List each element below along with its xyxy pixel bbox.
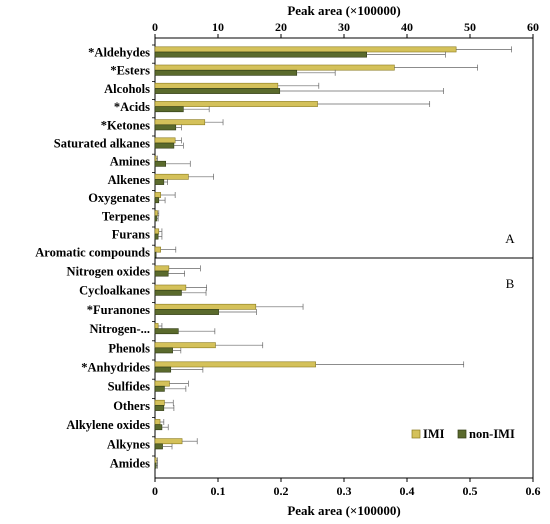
non-imi-bar-anhydrides <box>154 366 172 373</box>
legend-swatch-non-imi <box>457 429 467 439</box>
non-imi-bar-furanones <box>154 309 219 315</box>
category-label-cycloalkanes: Cycloalkanes <box>79 284 150 298</box>
x-axis-title: Peak area (×100000) <box>287 3 400 18</box>
category-label-aldehydes: *Aldehydes <box>88 46 150 60</box>
imi-bar-oxygenates <box>154 192 161 198</box>
imi-bar-aldehydes <box>154 46 457 53</box>
non-imi-bar-terpenes <box>154 215 158 222</box>
x-tick-label: 0 <box>152 20 158 34</box>
imi-bar-acids <box>154 101 318 107</box>
category-label-anhydrides: *Anhydrides <box>81 361 150 375</box>
legend: IMI non-IMI <box>411 427 515 441</box>
panel-a: 0 10 20 30 40 50 60 Peak area (×100000) A *Aldehy… <box>35 3 539 260</box>
non-imi-bar-aldehydes <box>154 51 367 58</box>
x-tick-label: 0.3 <box>337 484 352 498</box>
imi-bar-amines <box>154 155 157 162</box>
non-imi-bar-alcohols <box>154 88 281 94</box>
x-tick-label: 20 <box>275 20 287 34</box>
imi-bar-furanones <box>154 303 257 310</box>
x-tick-label: 0.1 <box>211 484 226 498</box>
category-label-nitrogen: Nitrogen-... <box>89 322 150 336</box>
x-tick-label: 0 <box>152 484 158 498</box>
x-tick-label: 60 <box>527 20 539 34</box>
category-label-phenols: Phenols <box>108 341 150 355</box>
non-imi-bar-alkylene-oxides <box>154 424 163 431</box>
category-label-oxygenates: Oxygenates <box>88 191 150 205</box>
imi-bar-alkylene-oxides <box>154 419 161 425</box>
non-imi-bar-others <box>154 405 165 411</box>
category-label-saturated-alkanes: Saturated alkanes <box>54 137 150 151</box>
category-label-alkenes: Alkenes <box>108 173 151 187</box>
imi-bar-aromatic-compounds <box>154 246 161 253</box>
non-imi-bar-esters <box>154 69 298 76</box>
x-tick-label: 50 <box>464 20 476 34</box>
non-imi-bar-amides <box>154 462 157 469</box>
imi-bar-amides <box>154 457 157 464</box>
imi-bar-terpenes <box>154 210 158 217</box>
category-label-amides: Amides <box>110 457 150 471</box>
non-imi-bar-nitrogen <box>154 328 179 335</box>
x-tick-label: 40 <box>401 20 413 34</box>
non-imi-bar-acids <box>154 106 184 113</box>
panel-label: A <box>505 231 515 246</box>
category-label-esters: *Esters <box>110 64 150 78</box>
plot-frame <box>154 257 534 479</box>
category-label-ketones: *Ketones <box>101 118 150 132</box>
x-tick-label: 10 <box>212 20 224 34</box>
category-label-alkynes: Alkynes <box>107 437 150 451</box>
x-tick-label: 0.5 <box>463 484 478 498</box>
legend-label-imi: IMI <box>423 427 445 441</box>
non-imi-bar-saturated-alkanes <box>154 142 175 149</box>
imi-bar-saturated-alkanes <box>154 137 176 144</box>
category-label-aromatic-compounds: Aromatic compounds <box>35 246 150 260</box>
non-imi-bar-oxygenates <box>154 197 160 204</box>
imi-bar-furans <box>154 228 160 235</box>
imi-bar-others <box>154 399 165 406</box>
category-label-acids: *Acids <box>114 100 150 114</box>
non-imi-bar-furans <box>154 233 159 240</box>
panel-b: 0 0.1 0.2 0.3 0.4 0.5 0.6 Peak area (×100000) B N… <box>66 257 541 518</box>
x-tick-label: 0.6 <box>526 484 541 498</box>
category-label-sulfides: Sulfides <box>108 380 151 394</box>
imi-bar-alkenes <box>154 173 189 180</box>
category-label-amines: Amines <box>110 155 150 169</box>
imi-bar-cycloalkanes <box>154 284 187 291</box>
non-imi-bar-nitrogen-oxides <box>154 270 169 277</box>
non-imi-bar-sulfides <box>154 385 165 392</box>
x-axis-title: Peak area (×100000) <box>287 503 400 518</box>
x-tick-label: 30 <box>338 20 350 34</box>
imi-bar-esters <box>154 64 395 71</box>
imi-bar-ketones <box>154 119 206 126</box>
imi-bar-phenols <box>154 342 216 349</box>
legend-swatch-imi <box>411 429 421 439</box>
panel-label: B <box>506 276 515 291</box>
non-imi-bar-phenols <box>154 347 173 354</box>
imi-bar-anhydrides <box>154 361 316 368</box>
imi-bar-alkynes <box>154 438 183 445</box>
non-imi-bar-cycloalkanes <box>154 289 182 296</box>
category-label-alcohols: Alcohols <box>104 82 150 96</box>
non-imi-bar-ketones <box>154 124 177 131</box>
imi-bar-sulfides <box>154 380 170 387</box>
imi-bar-alcohols <box>154 82 279 89</box>
x-tick-label: 0.4 <box>400 484 415 498</box>
category-label-furanones: *Furanones <box>87 303 150 317</box>
imi-bar-nitrogen-oxides <box>154 265 170 272</box>
category-label-terpenes: Terpenes <box>102 209 150 223</box>
non-imi-bar-alkynes <box>154 443 163 450</box>
imi-bar-nitrogen <box>154 323 159 329</box>
category-label-nitrogen-oxides: Nitrogen oxides <box>67 265 151 279</box>
legend-label-non-imi: non-IMI <box>469 427 515 441</box>
category-label-others: Others <box>113 399 150 413</box>
category-label-furans: Furans <box>112 228 150 242</box>
non-imi-bar-alkenes <box>154 179 165 185</box>
non-imi-bar-amines <box>154 160 167 167</box>
category-label-alkylene-oxides: Alkylene oxides <box>66 418 150 432</box>
x-tick-label: 0.2 <box>274 484 289 498</box>
